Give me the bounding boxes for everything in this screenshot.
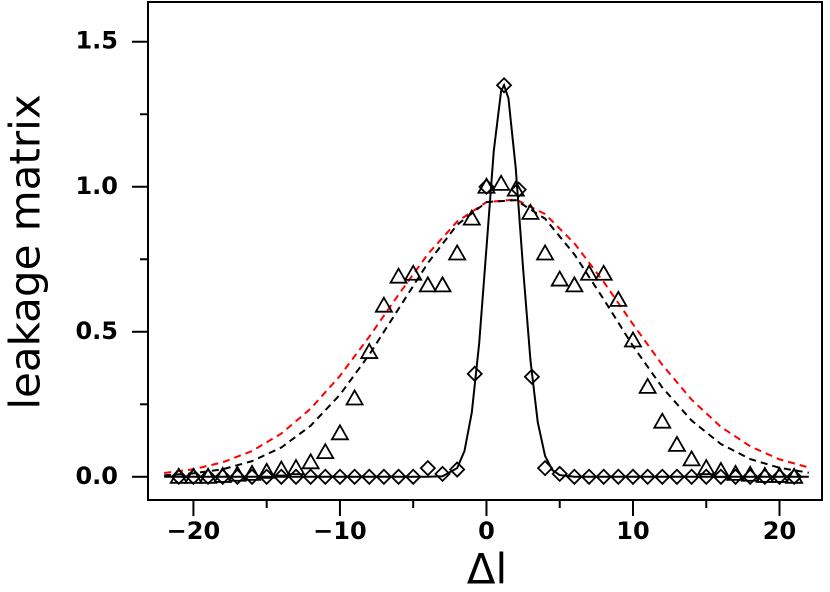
diamond-marker [185, 468, 202, 486]
diamond-marker [360, 468, 378, 486]
diamond-marker [551, 465, 568, 483]
diamond-marker [580, 468, 598, 486]
y-tick-label: 0.5 [75, 317, 118, 345]
diamond-marker [756, 468, 774, 486]
diamond-marker [610, 468, 627, 486]
x-tick-label: 10 [616, 517, 649, 545]
diamond-marker [741, 468, 759, 486]
diamond-marker [434, 465, 451, 483]
diamond-marker [390, 468, 407, 486]
x-tick-label: −10 [313, 517, 367, 545]
triangle-marker [462, 208, 482, 226]
diamond-marker [331, 468, 349, 486]
triangle-marker [257, 462, 277, 479]
triangle-marker [403, 263, 423, 281]
triangle-marker [696, 458, 716, 475]
triangle-marker [359, 342, 379, 359]
diamond-marker [287, 468, 305, 486]
triangle-marker [315, 442, 335, 460]
triangle-marker [608, 290, 628, 307]
diamond-marker [170, 468, 188, 486]
triangle-marker [535, 243, 555, 261]
diamond-marker [199, 468, 217, 486]
triangle-marker [682, 449, 702, 467]
diamond-marker [536, 459, 554, 477]
plot-frame [147, 1, 823, 501]
dashed-curve [164, 199, 809, 477]
diamond-marker [229, 468, 246, 486]
triangle-marker [579, 263, 599, 281]
diamond-marker [771, 468, 788, 486]
triangle-marker [389, 266, 409, 284]
diamond-marker [624, 468, 642, 486]
diamond-marker [727, 468, 744, 486]
diamond-marker [785, 468, 803, 486]
solid-curve [164, 82, 809, 478]
y-tick-label: 0.0 [75, 462, 118, 490]
diamond-marker [654, 468, 671, 486]
triangle-marker [491, 174, 511, 191]
triangle-marker [345, 388, 365, 406]
triangle-marker [447, 243, 467, 261]
diamond-marker [510, 181, 527, 198]
triangle-marker [594, 263, 614, 281]
triangle-marker [432, 275, 453, 293]
diamond-marker [243, 468, 261, 486]
triangle-marker [652, 411, 672, 429]
triangle-marker [564, 275, 584, 293]
diamond-marker [668, 468, 686, 486]
x-tick-label: 0 [478, 517, 495, 545]
triangle-marker [271, 459, 291, 477]
diamond-marker [478, 178, 495, 196]
x-axis-label: Δl [467, 545, 507, 592]
diamond-marker [375, 468, 393, 486]
diamond-marker [566, 468, 583, 486]
triangle-marker [667, 435, 687, 452]
triangle-marker [520, 203, 540, 220]
diamond-marker [317, 468, 334, 486]
triangle-marker [374, 295, 394, 313]
x-tick-label: 20 [763, 517, 796, 545]
y-tick-label: 1.5 [75, 27, 118, 55]
diamond-marker [419, 459, 437, 477]
triangle-marker [286, 458, 306, 475]
diamond-marker [214, 468, 231, 486]
y-tick-label: 1.0 [75, 172, 118, 200]
diamond-marker [712, 468, 730, 486]
diamond-marker [258, 468, 275, 486]
diamond-marker [697, 468, 715, 486]
triangle-marker [711, 461, 731, 478]
triangle-marker [301, 452, 321, 470]
diamond-marker [639, 468, 656, 486]
triangle-marker [418, 275, 438, 293]
triangle-marker [330, 423, 350, 441]
diamond-marker [523, 368, 541, 386]
diamond-marker [495, 76, 513, 94]
diamond-marker [466, 365, 484, 383]
diamond-marker [404, 468, 422, 486]
triangle-marker [550, 269, 570, 287]
diamond-marker [346, 468, 363, 486]
triangle-marker [623, 330, 643, 348]
diamond-marker [448, 461, 466, 478]
diamond-marker [302, 468, 319, 486]
x-tick-label: −20 [167, 517, 221, 545]
y-axis-label: leakage matrix [1, 94, 50, 409]
diamond-marker [683, 468, 700, 486]
diamond-marker [273, 468, 290, 486]
diamond-marker [595, 468, 612, 486]
triangle-marker [638, 377, 658, 394]
